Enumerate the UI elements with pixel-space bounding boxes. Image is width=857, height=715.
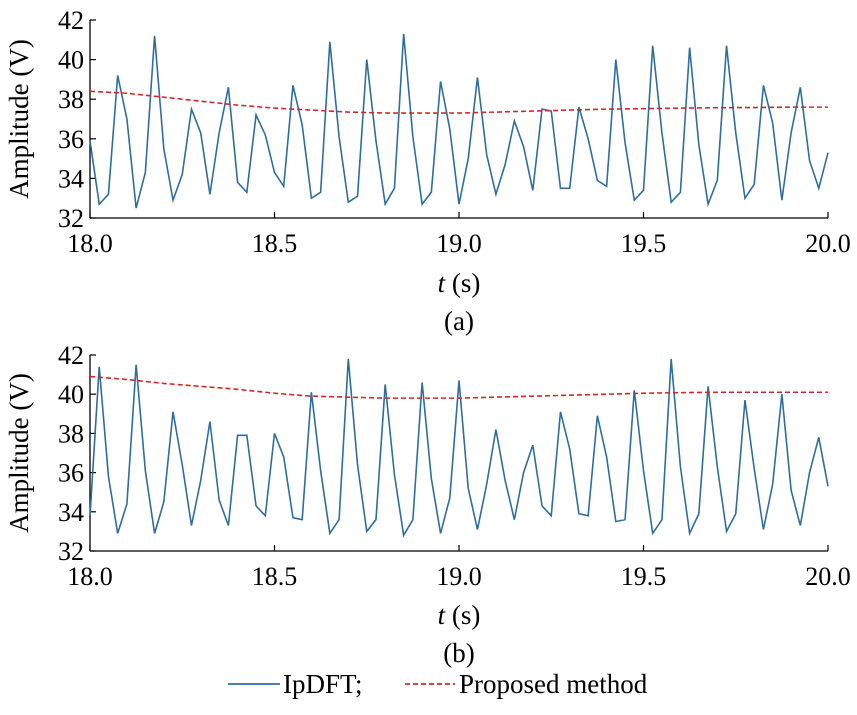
y-tick-label: 42 <box>58 341 84 370</box>
y-tick-label: 32 <box>58 204 84 233</box>
y-tick-label: 36 <box>58 459 84 488</box>
x-axis-variable: t <box>438 600 447 630</box>
x-tick-label: 18.0 <box>67 229 113 258</box>
legend: IpDFT; Proposed method <box>228 669 648 699</box>
x-tick-label: 19.5 <box>621 562 667 591</box>
series-line-proposed-method <box>89 375 828 399</box>
y-tick-label: 42 <box>58 6 84 35</box>
panel-caption: (b) <box>443 638 474 668</box>
x-tick-label: 19.0 <box>436 229 482 258</box>
x-tick-label: 20.0 <box>805 562 851 591</box>
x-tick-label: 18.5 <box>252 229 298 258</box>
y-tick-label: 34 <box>58 164 84 193</box>
x-axis-label: t (s) <box>438 600 481 630</box>
x-axis-variable: t <box>438 268 447 298</box>
series-line-ipdft <box>89 358 829 538</box>
x-tick-label: 19.5 <box>621 229 667 258</box>
x-tick-label: 19.0 <box>436 562 482 591</box>
x-axis-unit: (s) <box>445 600 480 630</box>
y-tick-label: 38 <box>58 85 84 114</box>
y-axis-label: Amplitude (V) <box>4 39 34 199</box>
y-tick-label: 40 <box>58 46 84 75</box>
x-tick-label: 18.0 <box>67 562 113 591</box>
series-line-ipdft <box>89 33 829 209</box>
y-tick-label: 38 <box>58 419 84 448</box>
legend-label-ipdft: IpDFT; <box>283 669 363 699</box>
y-tick-label: 36 <box>58 125 84 154</box>
series-line-proposed-method <box>89 90 828 114</box>
y-tick-label: 32 <box>58 537 84 566</box>
y-tick-label: 34 <box>58 498 84 527</box>
x-tick-label: 18.5 <box>252 562 298 591</box>
y-tick-label: 40 <box>58 380 84 409</box>
y-axis-label: Amplitude (V) <box>4 373 34 533</box>
x-axis-label: t (s) <box>438 268 481 298</box>
x-axis-unit: (s) <box>445 268 480 298</box>
x-tick-label: 20.0 <box>805 229 851 258</box>
panel-caption: (a) <box>444 306 474 336</box>
chart-panel-b: 32 34 36 38 40 42 18.0 18.5 19.0 19.5 20.0 Amplitud… <box>4 341 851 668</box>
chart-panel-a: 32 34 36 38 40 42 18.0 18.5 19.0 19.5 20.0 Amplitud… <box>4 6 851 336</box>
legend-label-proposed-method: Proposed method <box>459 669 648 699</box>
